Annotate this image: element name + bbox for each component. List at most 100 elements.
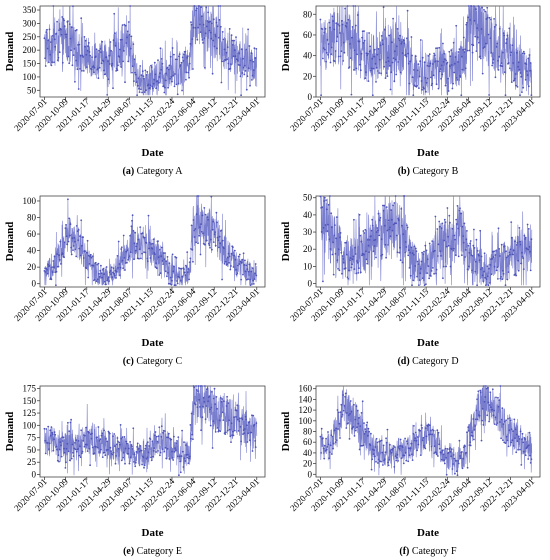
data-point <box>480 439 483 442</box>
data-point <box>117 440 119 443</box>
data-point <box>476 398 478 401</box>
data-point <box>435 451 437 454</box>
data-point <box>407 254 410 257</box>
data-point <box>358 40 361 43</box>
data-point <box>426 77 429 80</box>
data-point <box>450 248 453 251</box>
data-point <box>133 453 136 456</box>
data-point <box>63 447 65 450</box>
data-point <box>344 395 346 398</box>
data-point <box>159 47 162 50</box>
data-point <box>400 457 403 460</box>
data-point <box>526 70 528 72</box>
data-point <box>524 438 526 441</box>
data-point <box>340 251 343 254</box>
data-point <box>430 275 432 277</box>
data-point <box>219 397 222 399</box>
data-point <box>60 444 62 447</box>
data-point <box>239 75 242 78</box>
data-point <box>382 43 384 46</box>
data-point <box>100 62 103 65</box>
data-point <box>162 431 165 434</box>
data-point <box>437 243 440 246</box>
data-point <box>492 414 495 417</box>
data-point <box>122 60 124 63</box>
y-tick-label: 125 <box>23 408 37 418</box>
data-point <box>397 61 399 63</box>
data-point <box>408 82 411 85</box>
data-point <box>511 44 514 47</box>
plot-frame <box>39 5 266 98</box>
data-point <box>148 241 151 244</box>
data-point <box>244 415 247 418</box>
data-point <box>390 451 393 454</box>
data-point <box>402 233 405 236</box>
data-point <box>129 251 132 254</box>
data-point <box>176 58 178 61</box>
data-point <box>81 244 83 247</box>
y-tick-label: 40 <box>27 246 37 256</box>
data-point <box>490 51 493 54</box>
data-point <box>494 416 497 419</box>
data-point <box>454 238 456 241</box>
data-point <box>488 94 490 96</box>
data-point <box>227 62 230 65</box>
data-point <box>320 94 322 97</box>
y-axis-label: Demand <box>280 32 292 72</box>
data-point <box>244 70 247 72</box>
data-point <box>517 269 520 272</box>
data-point <box>116 437 119 439</box>
data-point <box>237 264 239 267</box>
data-point <box>319 435 322 438</box>
data-point <box>150 64 152 67</box>
data-point <box>198 234 201 237</box>
data-point <box>120 248 123 250</box>
data-point <box>51 431 53 434</box>
data-point <box>205 405 208 407</box>
data-point <box>431 63 434 65</box>
data-point <box>325 437 327 440</box>
data-point <box>529 250 531 253</box>
data-point <box>66 243 69 246</box>
data-point <box>389 235 392 238</box>
data-point <box>91 255 94 258</box>
data-point <box>114 269 117 272</box>
data-point <box>185 453 188 456</box>
data-point <box>327 223 329 226</box>
data-point <box>504 442 507 444</box>
data-point <box>142 456 145 459</box>
data-point <box>360 412 363 414</box>
data-point <box>375 256 377 259</box>
data-point <box>454 254 457 256</box>
data-point <box>385 61 387 64</box>
data-point <box>467 426 470 429</box>
data-point <box>365 250 367 253</box>
y-tick-label: 100 <box>23 72 37 82</box>
data-point <box>49 429 52 432</box>
data-point <box>178 276 181 279</box>
data-point <box>81 54 84 57</box>
data-point <box>127 447 130 450</box>
data-point <box>125 42 128 44</box>
data-point <box>102 60 105 63</box>
data-point <box>253 47 256 50</box>
data-point <box>430 445 433 448</box>
data-point <box>488 16 491 19</box>
data-point <box>164 252 166 255</box>
data-point <box>84 39 87 42</box>
data-point <box>233 416 236 418</box>
data-point <box>230 265 232 267</box>
data-point <box>389 88 392 91</box>
data-point <box>451 227 454 230</box>
data-point <box>409 447 412 449</box>
data-point <box>444 84 447 87</box>
data-point <box>242 66 245 69</box>
data-point <box>200 6 203 9</box>
data-point <box>523 52 526 55</box>
data-point <box>481 419 483 422</box>
data-point <box>251 450 254 452</box>
data-point <box>195 9 198 12</box>
data-point <box>333 234 336 237</box>
data-point <box>338 24 341 27</box>
data-point <box>407 249 410 252</box>
